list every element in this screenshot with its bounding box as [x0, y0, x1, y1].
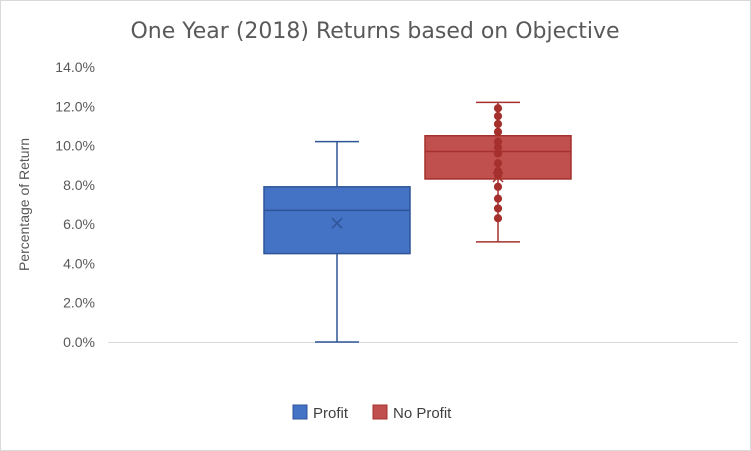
data-point [493, 204, 503, 213]
mean-marker [492, 171, 504, 183]
data-point [493, 112, 503, 121]
box-no-profit [424, 101, 572, 243]
y-tick-label: 4.0% [63, 255, 95, 271]
mean-marker-stroke [492, 171, 504, 183]
data-point [493, 127, 503, 136]
box-series-group [263, 101, 572, 343]
y-tick-label: 10.0% [55, 138, 95, 154]
data-point [493, 182, 503, 191]
mean-marker [331, 217, 343, 229]
legend-item: Profit [292, 404, 349, 422]
y-tick-label: 12.0% [55, 98, 95, 114]
data-point [493, 167, 503, 176]
legend-swatch [372, 404, 388, 420]
y-axis-ticks: 0.0% 2.0% 4.0% 6.0% 8.0% 10.0% 12.0% 14.0% [55, 59, 95, 350]
legend-swatch [292, 404, 308, 420]
y-tick-label: 14.0% [55, 59, 95, 75]
data-point [493, 159, 503, 168]
legend: Profit No Profit [292, 404, 452, 422]
data-point [493, 214, 503, 223]
legend-item: No Profit [372, 404, 452, 422]
y-axis-label: Percentage of Return [16, 138, 32, 271]
iqr-box [263, 186, 411, 255]
mean-marker-stroke [331, 217, 343, 229]
legend-label: Profit [313, 405, 349, 422]
data-point [493, 104, 503, 113]
y-tick-label: 6.0% [63, 216, 95, 232]
data-point [493, 119, 503, 129]
legend-label: No Profit [393, 405, 452, 422]
chart-title: One Year (2018) Returns based on Objecti… [130, 19, 619, 44]
box-profit [263, 140, 411, 343]
data-point [493, 137, 503, 146]
data-point [493, 194, 503, 203]
y-tick-label: 2.0% [63, 295, 95, 311]
y-tick-label: 8.0% [63, 177, 95, 193]
y-tick-label: 0.0% [63, 334, 95, 350]
